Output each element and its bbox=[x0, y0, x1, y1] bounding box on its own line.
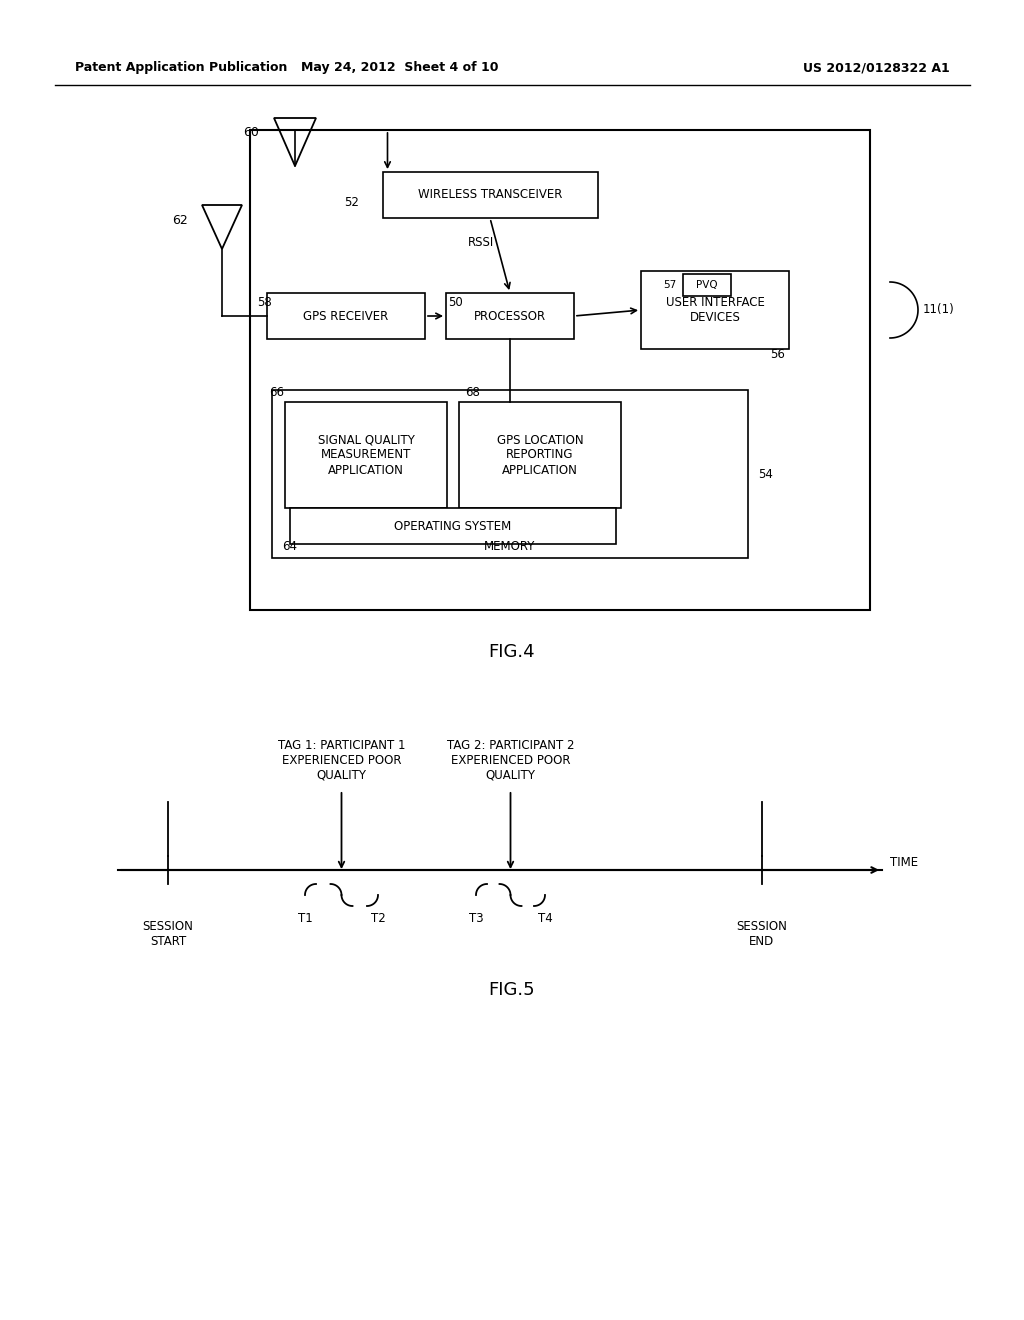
Text: PVQ: PVQ bbox=[696, 280, 718, 290]
Text: GPS LOCATION
REPORTING
APPLICATION: GPS LOCATION REPORTING APPLICATION bbox=[497, 433, 584, 477]
Bar bbox=[267, 293, 425, 339]
Text: PROCESSOR: PROCESSOR bbox=[474, 309, 546, 322]
Text: RSSI: RSSI bbox=[468, 235, 495, 248]
Text: SIGNAL QUALITY
MEASUREMENT
APPLICATION: SIGNAL QUALITY MEASUREMENT APPLICATION bbox=[317, 433, 415, 477]
Text: TIME: TIME bbox=[890, 855, 919, 869]
Bar bbox=[459, 403, 621, 508]
Bar bbox=[290, 508, 616, 544]
Bar bbox=[383, 172, 597, 218]
Text: MEMORY: MEMORY bbox=[484, 540, 536, 553]
Text: 62: 62 bbox=[172, 214, 187, 227]
Text: T2: T2 bbox=[371, 912, 385, 925]
Text: SESSION
END: SESSION END bbox=[736, 920, 787, 948]
Text: 57: 57 bbox=[663, 280, 676, 290]
Text: FIG.5: FIG.5 bbox=[488, 981, 536, 999]
Text: 50: 50 bbox=[449, 296, 463, 309]
Text: TAG 2: PARTICIPANT 2
EXPERIENCED POOR
QUALITY: TAG 2: PARTICIPANT 2 EXPERIENCED POOR QU… bbox=[446, 739, 574, 781]
Text: T3: T3 bbox=[469, 912, 483, 925]
Bar bbox=[683, 275, 731, 296]
Text: OPERATING SYSTEM: OPERATING SYSTEM bbox=[394, 520, 512, 532]
Text: US 2012/0128322 A1: US 2012/0128322 A1 bbox=[803, 62, 950, 74]
Text: 52: 52 bbox=[344, 197, 359, 210]
Bar bbox=[446, 293, 574, 339]
Text: FIG.4: FIG.4 bbox=[488, 643, 536, 661]
Bar bbox=[285, 403, 447, 508]
Text: WIRELESS TRANSCEIVER: WIRELESS TRANSCEIVER bbox=[418, 189, 562, 202]
Text: 56: 56 bbox=[770, 348, 785, 362]
Text: 66: 66 bbox=[269, 385, 284, 399]
Bar bbox=[272, 389, 748, 558]
Text: TAG 1: PARTICIPANT 1
EXPERIENCED POOR
QUALITY: TAG 1: PARTICIPANT 1 EXPERIENCED POOR QU… bbox=[278, 739, 406, 781]
Bar bbox=[250, 129, 870, 610]
Text: 58: 58 bbox=[257, 296, 271, 309]
Text: T4: T4 bbox=[538, 912, 552, 925]
Text: SESSION
START: SESSION START bbox=[142, 920, 194, 948]
Text: 64: 64 bbox=[282, 540, 297, 553]
Text: USER INTERFACE
DEVICES: USER INTERFACE DEVICES bbox=[666, 296, 765, 323]
Text: Patent Application Publication: Patent Application Publication bbox=[75, 62, 288, 74]
Text: 11(1): 11(1) bbox=[923, 304, 954, 317]
Text: GPS RECEIVER: GPS RECEIVER bbox=[303, 309, 389, 322]
Text: T1: T1 bbox=[298, 912, 312, 925]
Text: May 24, 2012  Sheet 4 of 10: May 24, 2012 Sheet 4 of 10 bbox=[301, 62, 499, 74]
Bar bbox=[641, 271, 790, 348]
Text: 60: 60 bbox=[243, 127, 259, 140]
Text: 68: 68 bbox=[465, 385, 480, 399]
Text: 54: 54 bbox=[758, 467, 773, 480]
